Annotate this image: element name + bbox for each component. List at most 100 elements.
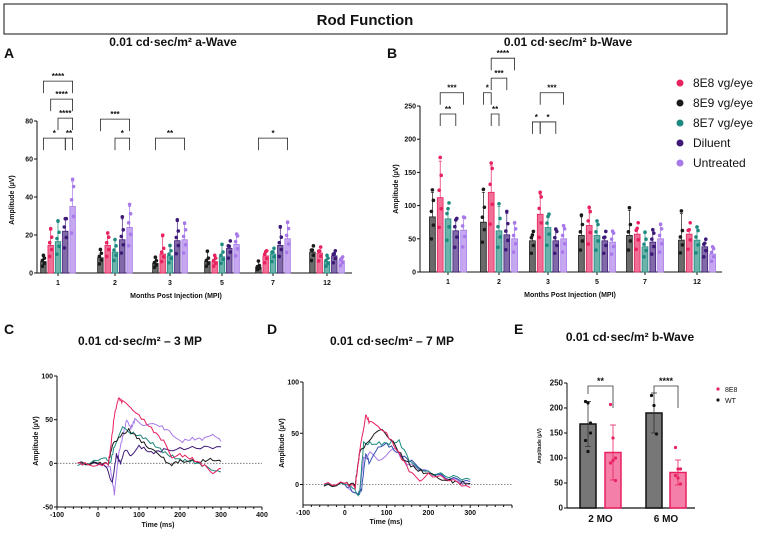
- chart-e-data-point: [676, 467, 680, 471]
- chart-b-x-tick-label: 5: [595, 279, 599, 286]
- chart-e-legend-marker: [716, 398, 720, 402]
- chart-a-data-point: [285, 220, 290, 224]
- chart-a-data-point: [169, 256, 173, 261]
- chart-e-data-point: [676, 476, 680, 480]
- chart-b-data-point: [644, 248, 648, 253]
- chart-b-data-point: [429, 237, 434, 241]
- chart-a-data-point: [57, 244, 61, 249]
- chart-b-x-tick-label: 7: [643, 279, 647, 286]
- chart-e-significance-label: ****: [659, 376, 674, 386]
- chart-d-x-tick-label: 200: [423, 510, 435, 517]
- chart-e-legend-marker: [716, 387, 720, 391]
- chart-e-data-point: [608, 402, 613, 407]
- title-box: [3, 3, 728, 35]
- chart-c-trace-8e8: [77, 397, 222, 475]
- chart-b-data-point: [529, 235, 534, 240]
- chart-a-data-point: [333, 248, 338, 253]
- chart-a-data-point: [284, 250, 289, 255]
- chart-a-data-point: [311, 244, 316, 248]
- chart-a-data-point: [212, 253, 217, 258]
- chart-b-data-point: [678, 235, 683, 239]
- chart-c-trace-8e7: [77, 426, 222, 473]
- chart-a-data-point: [104, 240, 109, 245]
- chart-a-x-tick-label: 1: [56, 280, 60, 287]
- chart-b-data-point: [604, 229, 608, 234]
- chart-b-data-point: [596, 239, 600, 243]
- chart-a-data-point: [270, 259, 274, 264]
- chart-b-data-point: [531, 243, 536, 248]
- chart-b-data-point: [594, 248, 598, 252]
- chart-d-y-tick-label: 100: [287, 380, 299, 387]
- chart-a-significance-bracket: [155, 137, 185, 151]
- chart-b-data-point: [554, 227, 558, 231]
- chart-b-data-point: [578, 248, 583, 252]
- chart-a-title: 0.01 cd·sec/m² a-Wave: [109, 35, 237, 49]
- chart-b-data-point: [553, 251, 557, 256]
- chart-b-data-point: [560, 233, 565, 238]
- chart-a-data-point: [264, 256, 269, 261]
- chart-a-y-tick-label: 0: [29, 271, 33, 278]
- panel-label-c: C: [4, 321, 14, 337]
- chart-b-legend-marker: [676, 119, 684, 127]
- chart-e-title: 0.01 cd·sec/m² b-Wave: [566, 330, 695, 344]
- chart-a-significance-bracket: [64, 137, 73, 151]
- chart-a-data-point: [97, 262, 102, 266]
- chart-b-data-point: [506, 221, 510, 226]
- chart-e-data-point: [654, 432, 659, 436]
- chart-a-data-point: [256, 259, 261, 263]
- chart-b-data-point: [642, 242, 646, 247]
- chart-b-data-point: [430, 188, 435, 192]
- chart-b-data-point: [680, 228, 685, 233]
- chart-b-data-point: [580, 222, 585, 227]
- chart-a-data-point: [153, 255, 158, 260]
- chart-b-data-point: [454, 218, 458, 222]
- chart-b-data-point: [537, 235, 541, 240]
- chart-a-data-point: [181, 251, 186, 255]
- chart-a-data-point: [183, 242, 188, 247]
- chart-b-data-point: [545, 221, 549, 225]
- chart-e-data-point: [608, 461, 613, 465]
- chart-e-data-point: [586, 449, 590, 454]
- chart-a-significance-bracket: [43, 80, 73, 94]
- chart-b-data-point: [480, 240, 485, 244]
- chart-b-data-point: [431, 223, 436, 227]
- chart-a-data-point: [114, 244, 118, 248]
- chart-e-data-point: [673, 473, 678, 478]
- chart-a-data-point: [325, 253, 329, 258]
- chart-b-significance-bracket: [532, 121, 541, 134]
- chart-a-data-point: [338, 263, 343, 268]
- chart-c-y-tick-label: 100: [41, 374, 53, 381]
- chart-a-data-point: [340, 260, 345, 265]
- chart-e-data-point: [652, 403, 656, 408]
- chart-a-data-point: [42, 256, 47, 260]
- chart-a-data-point: [213, 256, 218, 260]
- chart-a-data-point: [98, 247, 103, 252]
- chart-b-data-point: [446, 206, 450, 211]
- chart-d-xlabel: Time (ms): [370, 519, 403, 526]
- chart-b-legend-marker: [676, 99, 684, 107]
- chart-b-data-point: [643, 230, 647, 234]
- chart-b-y-tick-label: 0: [412, 270, 416, 277]
- chart-a-data-point: [57, 230, 61, 235]
- chart-b-significance-bracket: [490, 113, 500, 126]
- chart-a-data-point: [120, 214, 125, 219]
- chart-a-data-point: [63, 216, 68, 221]
- chart-a-data-point: [161, 246, 166, 251]
- chart-b-significance-bracket: [539, 121, 557, 134]
- chart-b-x-tick-label: 1: [446, 279, 450, 286]
- chart-b-significance-label: ***: [547, 84, 557, 93]
- chart-a-data-point: [71, 214, 76, 219]
- chart-b-legend-label: 8E7 vg/eye: [693, 116, 753, 130]
- chart-c-x-tick-label: 400: [256, 512, 268, 519]
- chart-a-data-point: [213, 261, 218, 266]
- chart-b-legend-marker: [676, 79, 684, 87]
- chart-b-data-point: [709, 259, 714, 264]
- chart-a-data-point: [56, 218, 60, 223]
- figure-title: Rod Function: [317, 12, 414, 29]
- chart-b-title: 0.01 cd·sec/m² b-Wave: [504, 35, 633, 49]
- chart-b-data-point: [687, 227, 691, 232]
- chart-a-data-point: [311, 253, 316, 258]
- chart-b-data-point: [587, 205, 591, 210]
- chart-e-significance-bracket: [653, 385, 679, 408]
